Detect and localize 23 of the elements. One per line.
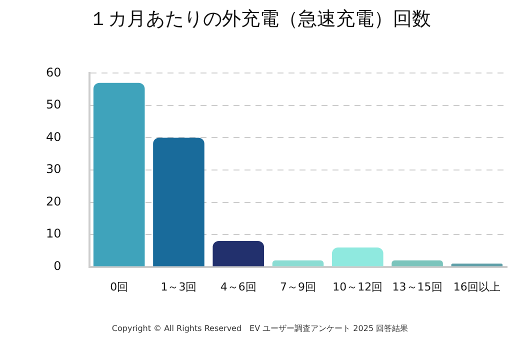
text: Copyright © All Rights Reserved EV ユーザー調査アンケート 2025 回答結果 — [110, 323, 410, 334]
x-tick-label: 13～15回 — [392, 280, 442, 294]
bar — [212, 240, 264, 266]
bar — [451, 264, 503, 266]
x-tick-label: 4～6回 — [220, 280, 256, 294]
y-tick-label: 20 — [46, 194, 62, 208]
y-tick-label: 10 — [46, 226, 62, 241]
bar — [332, 247, 384, 266]
x-tick-label: 16回以上 — [453, 280, 500, 294]
chart-title: １カ月あたりの外充電（急速充電）回数 — [88, 7, 432, 32]
y-tick-label: 30 — [46, 162, 62, 176]
x-tick-label: 0回 — [110, 280, 128, 294]
x-tick-label: 10～12回 — [332, 280, 383, 294]
bar — [392, 260, 443, 266]
bar — [272, 260, 324, 266]
x-tick-label: 7～9回 — [280, 280, 316, 294]
y-tick-label: 0 — [54, 258, 62, 273]
y-tick-label: 60 — [46, 65, 62, 80]
bar — [93, 82, 145, 266]
bar — [153, 138, 204, 266]
y-tick-label: 40 — [46, 130, 62, 144]
y-tick-label: 50 — [46, 98, 62, 112]
x-tick-label: 1～3回 — [160, 280, 197, 294]
